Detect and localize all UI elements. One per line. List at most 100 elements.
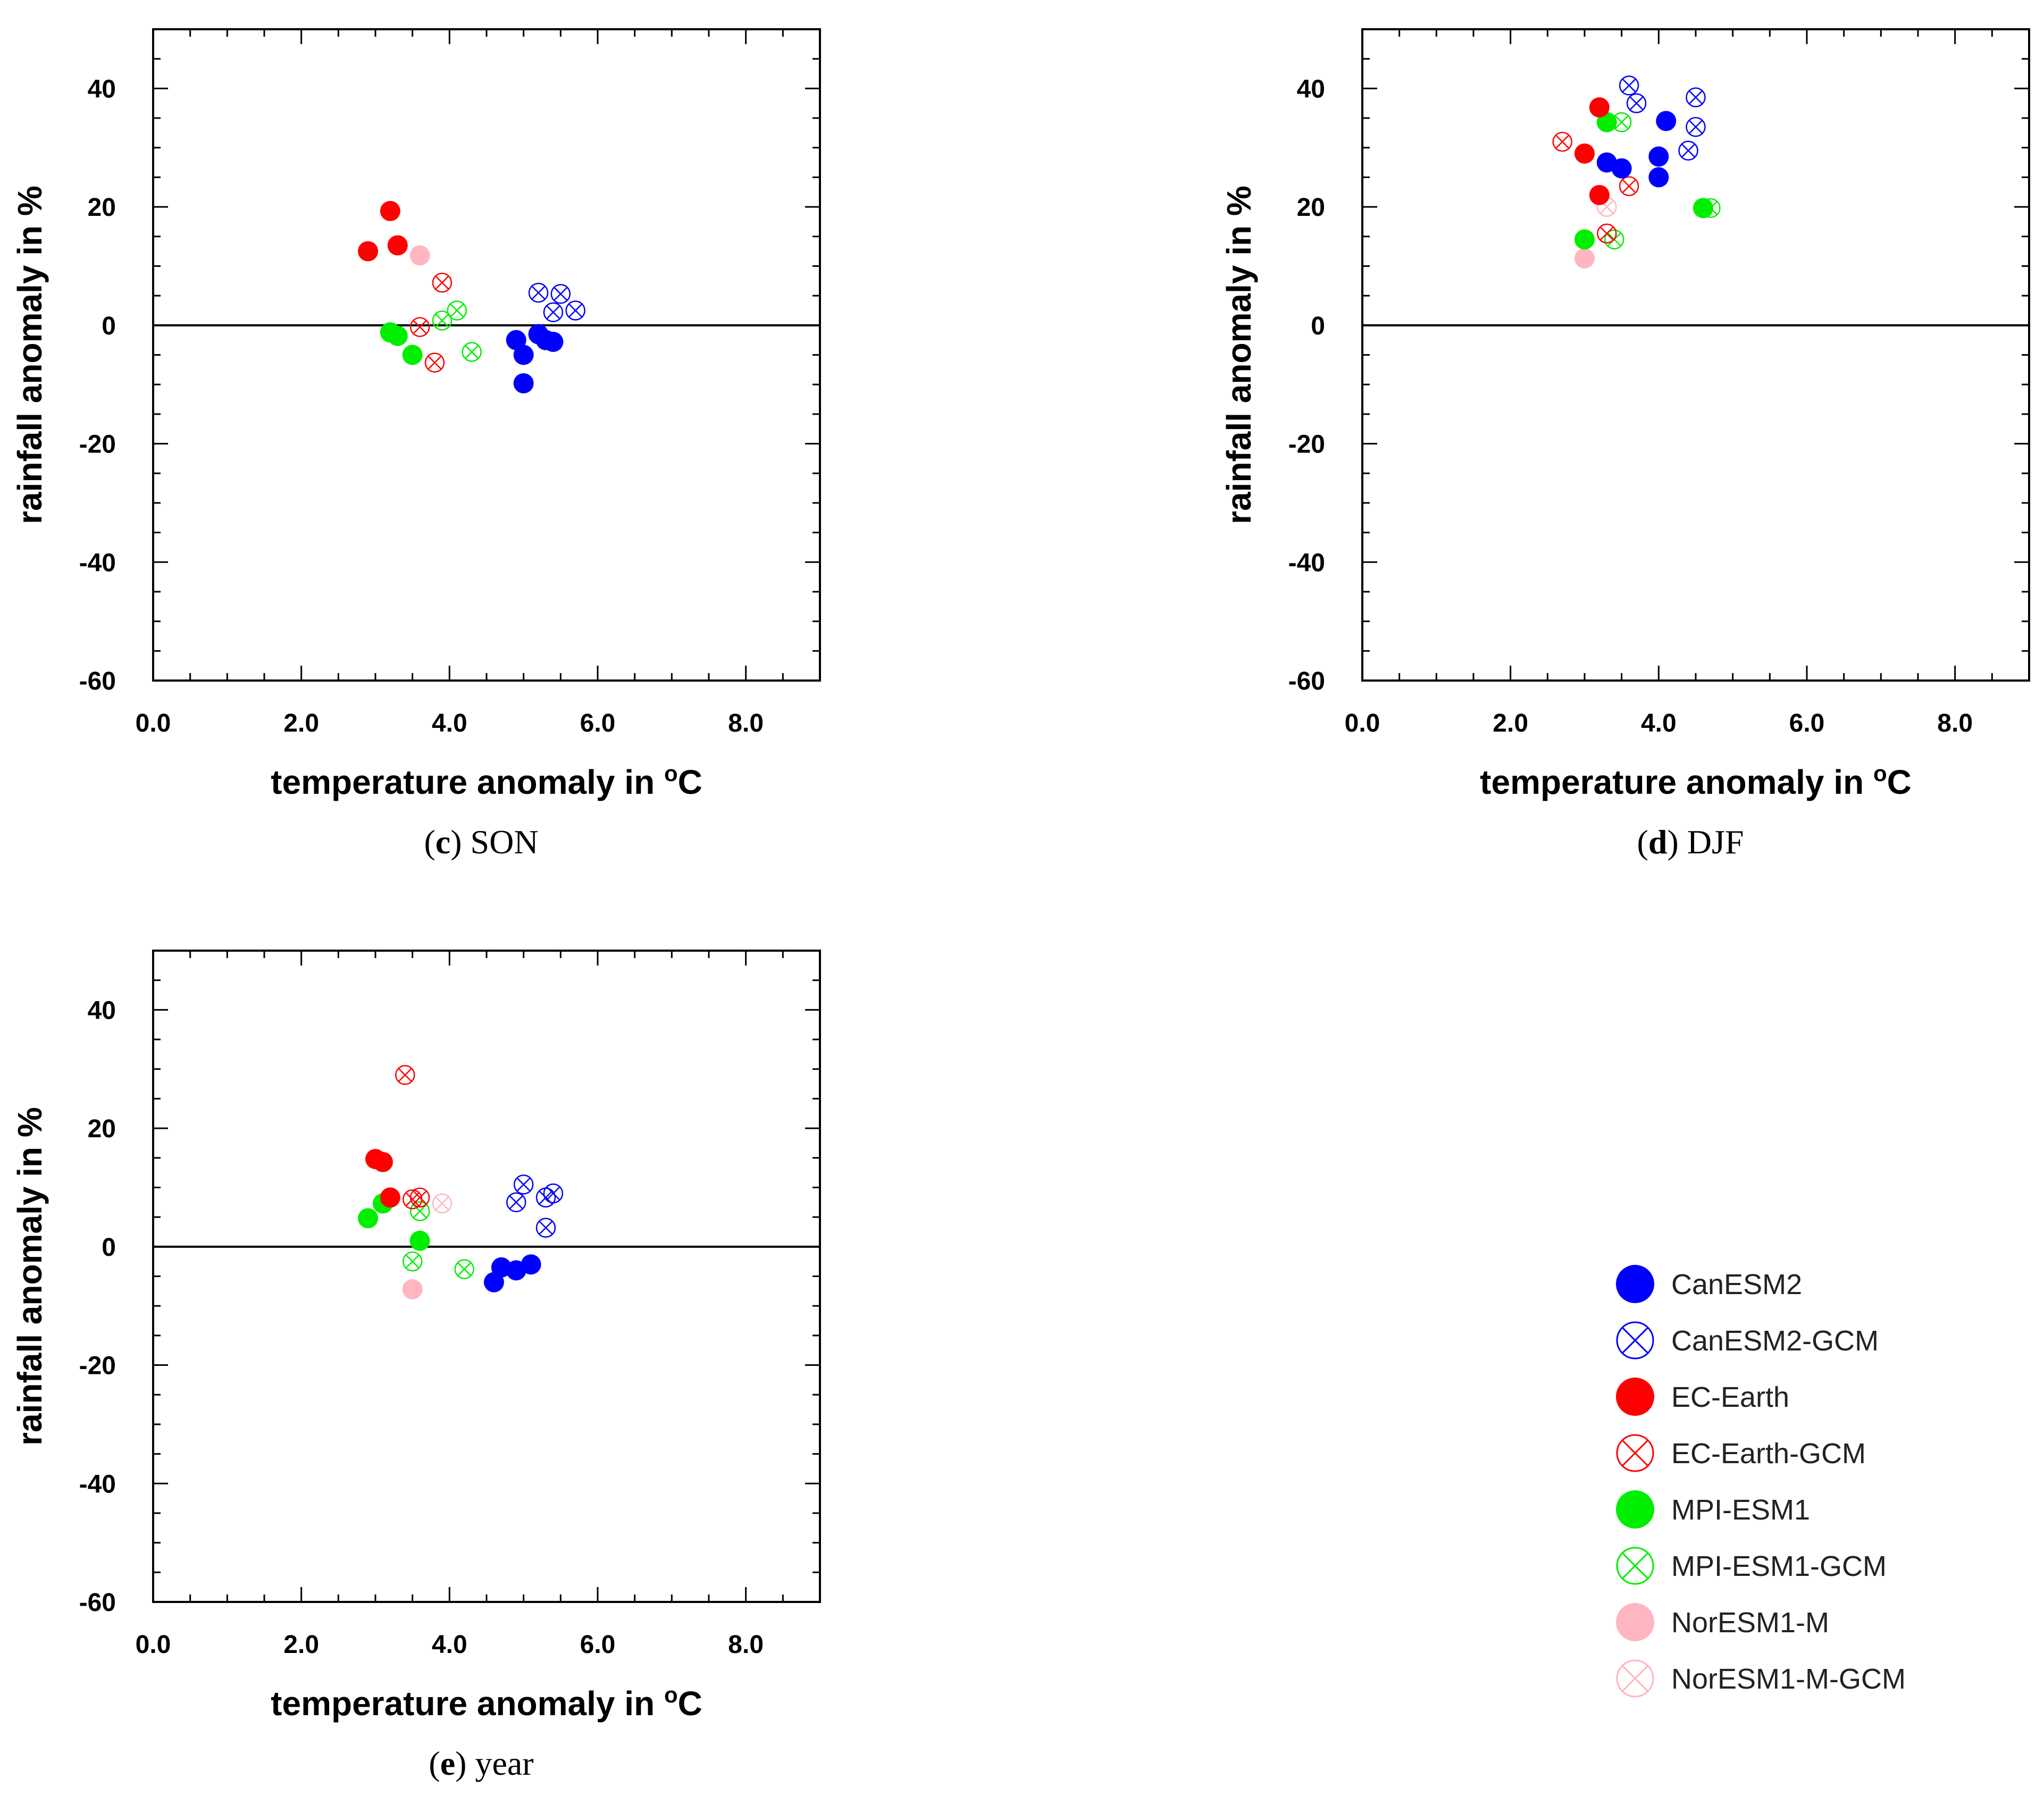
- marker-cross: [413, 1190, 427, 1205]
- panel-d-point-canesm2: [1611, 158, 1632, 179]
- marker-ring: [1597, 223, 1617, 244]
- panel-d-y-axis-title: rainfall anomaly in %: [1220, 186, 1258, 524]
- panel-d-point-canesm2-gcm: [1678, 140, 1698, 161]
- legend-item-mpi-esm1: MPI-ESM1: [1616, 1490, 1810, 1529]
- legend-label: MPI-ESM1-GCM: [1671, 1550, 1887, 1582]
- panel-e-point-canesm2-gcm: [543, 1183, 564, 1204]
- panel-e-y-tick-label: 20: [88, 1115, 116, 1143]
- legend-marker-filled: [1616, 1265, 1654, 1303]
- panel-d-point-ec-earth-gcm: [1597, 223, 1617, 244]
- marker-ring: [528, 282, 549, 303]
- panel-c-point-canesm2-gcm: [543, 302, 564, 323]
- panel-d-point-canesm2-gcm: [1626, 93, 1647, 113]
- panel-d-x-tick-label: 8.0: [1937, 709, 1973, 737]
- panel-e-point-ec-earth: [380, 1187, 400, 1208]
- marker-ring: [513, 1174, 534, 1195]
- legend: CanESM2 CanESM2-GCM EC-Earth EC-Earth-GCM MP…: [1616, 1265, 1906, 1698]
- panel-e-point-mpi-esm1-gcm: [454, 1259, 474, 1279]
- panel-d-point-ec-earth-gcm: [1552, 131, 1572, 152]
- panel-c-point-canesm2: [543, 332, 564, 352]
- panel-c-point-canesm2-gcm: [550, 284, 571, 304]
- legend-marker-cross: [1621, 1552, 1649, 1580]
- legend-item-noresm1-m: NorESM1-M: [1616, 1603, 1829, 1641]
- panel-d-x-axis-title: temperature anomaly in oC: [1480, 761, 1912, 801]
- legend-marker-ring: [1616, 1434, 1654, 1472]
- marker-cross: [413, 1204, 427, 1219]
- legend-label: CanESM2: [1671, 1269, 1802, 1300]
- panel-e-y-tick-label: 0: [102, 1233, 116, 1262]
- legend-label: EC-Earth: [1671, 1381, 1789, 1413]
- legend-marker-filled: [1616, 1603, 1654, 1641]
- panel-d-point-mpi-esm1: [1574, 229, 1595, 250]
- legend-marker-ring: [1616, 1659, 1654, 1698]
- marker-ring: [1678, 140, 1698, 161]
- legend-item-ec-earth-gcm: EC-Earth-GCM: [1616, 1434, 1866, 1472]
- panel-c-point-ec-earth-gcm: [432, 272, 453, 293]
- marker-cross: [405, 1254, 420, 1269]
- panel-d-point-ec-earth: [1589, 97, 1610, 118]
- panel-c-point-canesm2-gcm: [565, 300, 585, 321]
- panel-e-point-ec-earth: [372, 1152, 393, 1172]
- marker-cross: [539, 1190, 553, 1205]
- marker-ring: [454, 1259, 474, 1279]
- legend-item-canesm2: CanESM2: [1616, 1265, 1802, 1303]
- marker-ring: [447, 300, 467, 321]
- marker-ring: [565, 300, 585, 321]
- panel-c-y-tick-label: -40: [79, 549, 116, 577]
- panel-e-y-tick-label: -40: [79, 1470, 116, 1498]
- marker-cross: [554, 287, 568, 301]
- marker-ring: [535, 1218, 556, 1238]
- marker-cross: [450, 303, 464, 318]
- panel-c-point-ec-earth-gcm: [409, 317, 430, 337]
- legend-marker-ring: [1616, 1321, 1654, 1359]
- marker-ring: [1686, 117, 1706, 137]
- marker-cross: [1629, 96, 1644, 111]
- panel-d-point-noresm1-m: [1574, 248, 1595, 268]
- marker-cross: [1681, 144, 1696, 158]
- marker-ring: [432, 1193, 453, 1214]
- panel-d-y-tick-label: 0: [1311, 312, 1325, 340]
- panel-c-x-tick-label: 2.0: [283, 709, 319, 737]
- panel-c-x-tick-label: 0.0: [136, 709, 171, 737]
- marker-cross: [1555, 135, 1570, 149]
- marker-cross: [1599, 199, 1614, 214]
- panel-c-caption: (c) SON: [424, 823, 538, 861]
- panel-e-point-mpi-esm1-gcm: [409, 1201, 430, 1221]
- panel-c: 0.0 2.0 4.0 6.0 8.0 -60 -40 -20 0 20 40 temperature…: [11, 28, 821, 861]
- panel-c-x-tick-label: 8.0: [728, 709, 764, 737]
- marker-cross: [539, 1220, 553, 1235]
- legend-marker-filled: [1616, 1490, 1654, 1529]
- panel-d-caption: (d) DJF: [1637, 823, 1744, 861]
- marker-ring: [1619, 176, 1639, 196]
- panel-d-x-tick-label: 6.0: [1789, 709, 1825, 737]
- panel-e-point-mpi-esm1: [409, 1230, 430, 1251]
- marker-ring: [409, 317, 430, 337]
- panel-d-point-canesm2: [1648, 167, 1669, 188]
- marker-ring: [1626, 93, 1647, 113]
- panel-e-x-tick-label: 6.0: [580, 1631, 616, 1659]
- panel-e-x-axis-title: temperature anomaly in oC: [271, 1682, 702, 1723]
- marker-ring: [409, 1201, 430, 1221]
- panel-c-point-canesm2: [513, 345, 534, 365]
- panel-d-x-tick-label: 0.0: [1345, 709, 1380, 737]
- legend-marker-cross: [1621, 1327, 1649, 1354]
- panel-e-point-canesm2-gcm: [535, 1218, 556, 1238]
- panel-c-y-tick-label: 0: [102, 312, 116, 340]
- panel-c-point-mpi-esm1-gcm: [462, 342, 482, 362]
- panel-e-y-tick-label: 40: [88, 996, 116, 1025]
- marker-cross: [413, 320, 427, 334]
- marker-cross: [1622, 78, 1636, 93]
- panel-c-y-tick-label: 40: [88, 75, 116, 103]
- panel-d-x-tick-label: 2.0: [1493, 709, 1528, 737]
- panel-e-y-tick-label: -20: [79, 1352, 116, 1380]
- panel-d-point-ec-earth-gcm: [1619, 176, 1639, 196]
- legend-marker-cross: [1621, 1665, 1649, 1692]
- legend-marker-ring: [1616, 1547, 1654, 1585]
- marker-ring: [506, 1192, 526, 1213]
- legend-label: NorESM1-M-GCM: [1671, 1663, 1906, 1695]
- marker-ring: [543, 1183, 564, 1204]
- marker-cross: [1688, 90, 1703, 105]
- panel-d-point-mpi-esm1: [1693, 198, 1713, 219]
- legend-label: CanESM2-GCM: [1671, 1325, 1879, 1357]
